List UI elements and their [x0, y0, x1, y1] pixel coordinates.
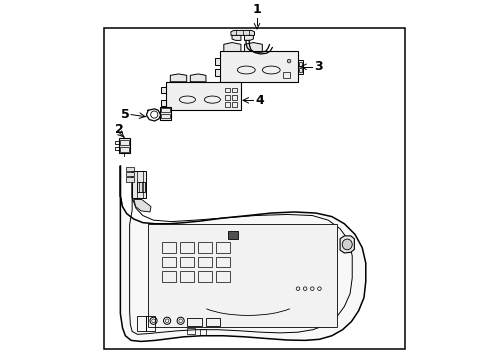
Polygon shape — [134, 199, 151, 212]
Bar — [216, 257, 229, 267]
Bar — [146, 316, 155, 331]
Bar — [115, 147, 119, 150]
Bar — [299, 68, 301, 72]
Bar — [180, 257, 193, 267]
Bar — [162, 242, 176, 253]
Bar — [166, 82, 241, 110]
Bar — [161, 108, 169, 112]
Bar — [224, 95, 229, 100]
Bar — [161, 87, 166, 93]
Bar — [198, 257, 211, 267]
Text: 5: 5 — [121, 108, 129, 121]
Bar — [161, 100, 166, 106]
Bar — [228, 231, 238, 239]
Bar — [148, 224, 337, 327]
Bar — [126, 167, 134, 171]
Bar — [231, 88, 237, 93]
Bar — [200, 329, 206, 335]
Polygon shape — [230, 30, 254, 35]
Bar — [180, 242, 193, 253]
Bar — [159, 107, 171, 120]
Bar — [198, 271, 211, 282]
Bar — [161, 114, 169, 118]
Bar — [299, 62, 301, 67]
Bar — [126, 172, 134, 176]
Bar — [103, 28, 404, 349]
Bar — [120, 147, 128, 152]
Bar — [215, 58, 220, 65]
Bar — [115, 141, 119, 144]
Bar — [187, 328, 195, 334]
Polygon shape — [224, 42, 241, 51]
Bar — [120, 140, 128, 145]
Polygon shape — [190, 74, 205, 82]
Bar — [216, 271, 229, 282]
Polygon shape — [170, 74, 186, 82]
Bar — [215, 69, 220, 76]
Bar — [231, 103, 237, 107]
Text: 1: 1 — [252, 3, 261, 16]
Bar — [205, 318, 220, 326]
Polygon shape — [244, 33, 253, 40]
Text: 2: 2 — [114, 123, 123, 136]
Bar — [126, 177, 134, 182]
Polygon shape — [120, 166, 365, 341]
Polygon shape — [244, 42, 262, 51]
Bar — [137, 316, 145, 331]
Bar — [198, 242, 211, 253]
Bar — [224, 88, 229, 93]
Bar — [297, 60, 303, 74]
Polygon shape — [231, 33, 241, 40]
Ellipse shape — [342, 239, 351, 250]
Bar — [283, 72, 289, 78]
Bar — [216, 242, 229, 253]
Text: 4: 4 — [255, 94, 264, 107]
Bar — [187, 318, 201, 326]
Text: 3: 3 — [313, 60, 322, 73]
Bar — [219, 51, 297, 82]
Bar — [224, 103, 229, 107]
Polygon shape — [339, 236, 354, 253]
Bar — [180, 271, 193, 282]
Ellipse shape — [287, 59, 290, 63]
Bar — [119, 138, 129, 153]
Bar — [231, 95, 237, 100]
Bar — [162, 271, 176, 282]
Bar — [162, 257, 176, 267]
Bar — [137, 182, 145, 192]
Bar — [132, 171, 145, 198]
